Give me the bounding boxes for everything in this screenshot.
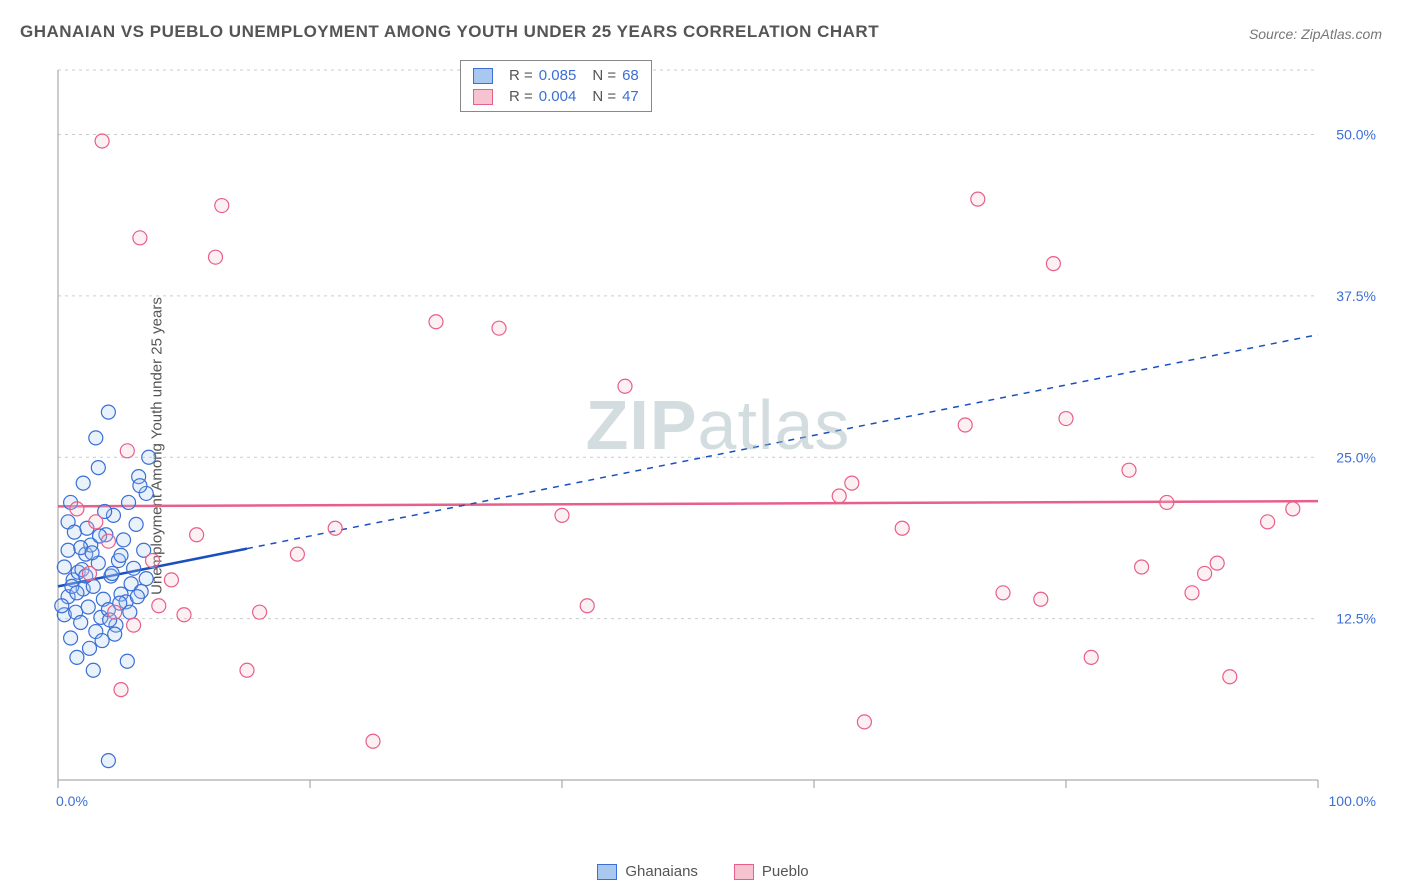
- stat-r-value-b: 0.004: [539, 88, 577, 105]
- plot-svg: 12.5% 25.0% 37.5% 50.0% 0.0% 100.0%: [48, 60, 1388, 820]
- legend-item-pueblo: Pueblo: [734, 863, 809, 880]
- stat-n-label: N =: [592, 88, 616, 105]
- legend-label-ghanaians: Ghanaians: [625, 863, 698, 880]
- stat-r-label: R =: [509, 67, 533, 84]
- bottom-legend: Ghanaians Pueblo: [0, 863, 1406, 880]
- legend-item-ghanaians: Ghanaians: [597, 863, 698, 880]
- source-attribution: Source: ZipAtlas.com: [1249, 26, 1382, 42]
- stat-n-value-b: 47: [622, 88, 639, 105]
- stat-r-value-a: 0.085: [539, 67, 577, 84]
- legend-swatch-ghanaians: [597, 864, 617, 880]
- swatch-ghanaians: [473, 68, 493, 84]
- legend-swatch-pueblo: [734, 864, 754, 880]
- svg-text:50.0%: 50.0%: [1336, 127, 1376, 143]
- svg-text:100.0%: 100.0%: [1329, 793, 1376, 809]
- stat-r-label: R =: [509, 88, 533, 105]
- svg-text:25.0%: 25.0%: [1336, 449, 1376, 465]
- chart-title: GHANAIAN VS PUEBLO UNEMPLOYMENT AMONG YO…: [20, 22, 879, 42]
- stats-legend-box: R = 0.085 N = 68 R = 0.004 N = 47: [460, 60, 652, 112]
- stats-row-ghanaians: R = 0.085 N = 68: [461, 65, 651, 86]
- stat-n-label: N =: [592, 67, 616, 84]
- scatter-plot: 12.5%25.0%37.5%50.0%0.0%100.0% ZIPatlas: [48, 60, 1388, 820]
- stat-n-value-a: 68: [622, 67, 639, 84]
- svg-text:37.5%: 37.5%: [1336, 288, 1376, 304]
- swatch-pueblo: [473, 89, 493, 105]
- legend-label-pueblo: Pueblo: [762, 863, 809, 880]
- svg-text:12.5%: 12.5%: [1336, 611, 1376, 627]
- svg-text:0.0%: 0.0%: [56, 793, 88, 809]
- stats-row-pueblo: R = 0.004 N = 47: [461, 86, 651, 107]
